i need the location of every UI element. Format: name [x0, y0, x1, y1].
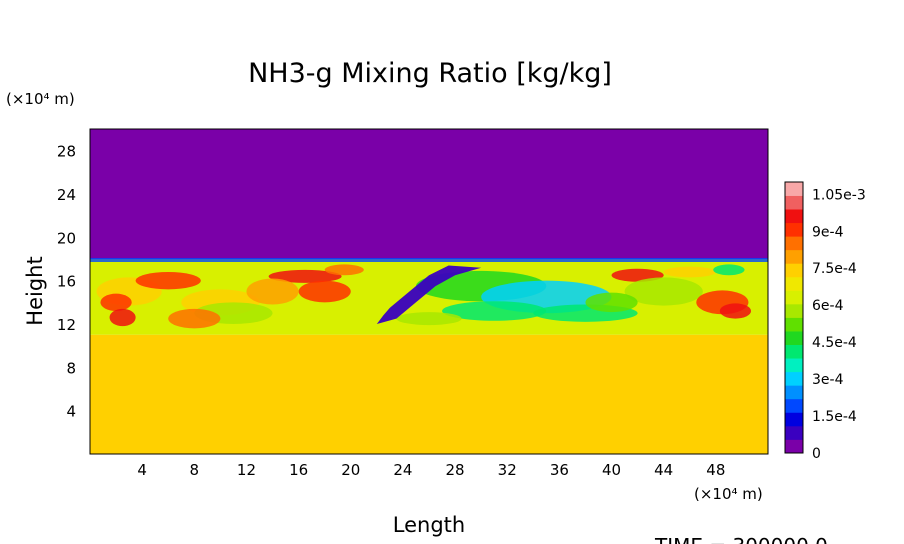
x-tick-label: 20	[341, 461, 360, 479]
x-unit-label: (×10⁴ m)	[694, 485, 763, 503]
structure-16	[624, 277, 703, 306]
y-unit-label: (×10⁴ m)	[6, 90, 75, 108]
colorbar-swatch	[785, 385, 803, 400]
structure-7	[100, 293, 132, 312]
x-tick-label: 44	[654, 461, 673, 479]
colorbar: 0 1.5e-4 3e-4 4.5e-4 6e-4 7.5e-4 9e-4 1.05e-3	[784, 181, 866, 462]
colorbar-swatch	[785, 290, 803, 305]
structure-1	[135, 272, 201, 290]
colorbar-swatch	[785, 412, 803, 427]
structure-10	[324, 264, 364, 276]
x-tick-label: 16	[289, 461, 308, 479]
y-tick-label: 20	[57, 229, 76, 247]
structure-20	[663, 266, 716, 278]
colorbar-swatch	[785, 439, 803, 454]
y-tick-label: 4	[66, 403, 76, 421]
x-tick-label: 12	[237, 461, 256, 479]
colorbar-label: 3e-4	[812, 372, 844, 388]
x-tick-label: 4	[137, 461, 147, 479]
time-label: TIME = 300000.0	[654, 534, 828, 544]
colorbar-label: 4.5e-4	[812, 335, 857, 351]
colorbar-swatch	[785, 358, 803, 373]
colorbar-swatch	[785, 209, 803, 224]
x-tick-label: 48	[706, 461, 725, 479]
y-tick-label: 24	[57, 186, 76, 204]
y-ticks: 4 8 12 16 20 24 28	[57, 143, 76, 421]
colorbar-swatch	[785, 222, 803, 237]
x-axis-label: Length	[393, 513, 465, 537]
structure-21	[396, 312, 462, 326]
colorbar-swatch	[785, 276, 803, 291]
x-tick-label: 8	[190, 461, 200, 479]
colorbar-swatch	[785, 182, 803, 196]
colorbar-swatch	[785, 303, 803, 318]
colorbar-swatch	[785, 317, 803, 332]
plot-frame	[89, 128, 769, 455]
structure-19	[719, 303, 752, 319]
colorbar-swatch	[785, 398, 803, 413]
blue-plume	[376, 265, 482, 324]
y-tick-label: 12	[57, 316, 76, 334]
y-tick-label: 28	[57, 143, 76, 161]
structure-6	[246, 278, 299, 305]
colorbar-label: 6e-4	[812, 298, 844, 314]
structure-8	[109, 308, 136, 327]
colorbar-swatch	[785, 249, 803, 264]
x-tick-label: 40	[602, 461, 621, 479]
y-axis-label: Height	[23, 256, 47, 325]
lower-layer	[90, 334, 768, 454]
colorbar-label: 0	[812, 446, 821, 462]
colorbar-label: 1.05e-3	[812, 187, 866, 203]
structure-22	[713, 264, 745, 276]
colorbar-swatch	[785, 236, 803, 251]
x-tick-label: 32	[498, 461, 517, 479]
upper-layer	[90, 129, 768, 259]
x-tick-label: 36	[550, 461, 569, 479]
colorbar-label: 1.5e-4	[812, 409, 857, 425]
structure-17	[585, 292, 638, 313]
colorbar-swatch	[785, 195, 803, 210]
x-tick-label: 24	[393, 461, 412, 479]
y-tick-label: 8	[66, 359, 76, 377]
colorbar-frame	[784, 181, 804, 454]
colorbar-swatch	[785, 371, 803, 386]
structure-5	[298, 280, 351, 303]
structure-9	[168, 308, 221, 329]
structure-4	[268, 269, 342, 283]
colorbar-swatch	[785, 331, 803, 345]
colorbar-swatch	[785, 263, 803, 278]
y-tick-label: 16	[57, 273, 76, 291]
x-tick-label: 28	[446, 461, 465, 479]
x-ticks: 4 8 12 16 20 24 28 32 36 40 44 48	[137, 461, 725, 479]
cloud-top-edge	[90, 258, 768, 262]
structure-13	[442, 301, 547, 321]
colorbar-label: 9e-4	[812, 224, 844, 240]
chart-title: NH3-g Mixing Ratio [kg/kg]	[248, 58, 612, 89]
colorbar-swatch	[785, 425, 803, 440]
heatmap-field	[90, 129, 768, 454]
colorbar-swatch	[785, 344, 803, 359]
colorbar-label: 7.5e-4	[812, 261, 857, 277]
